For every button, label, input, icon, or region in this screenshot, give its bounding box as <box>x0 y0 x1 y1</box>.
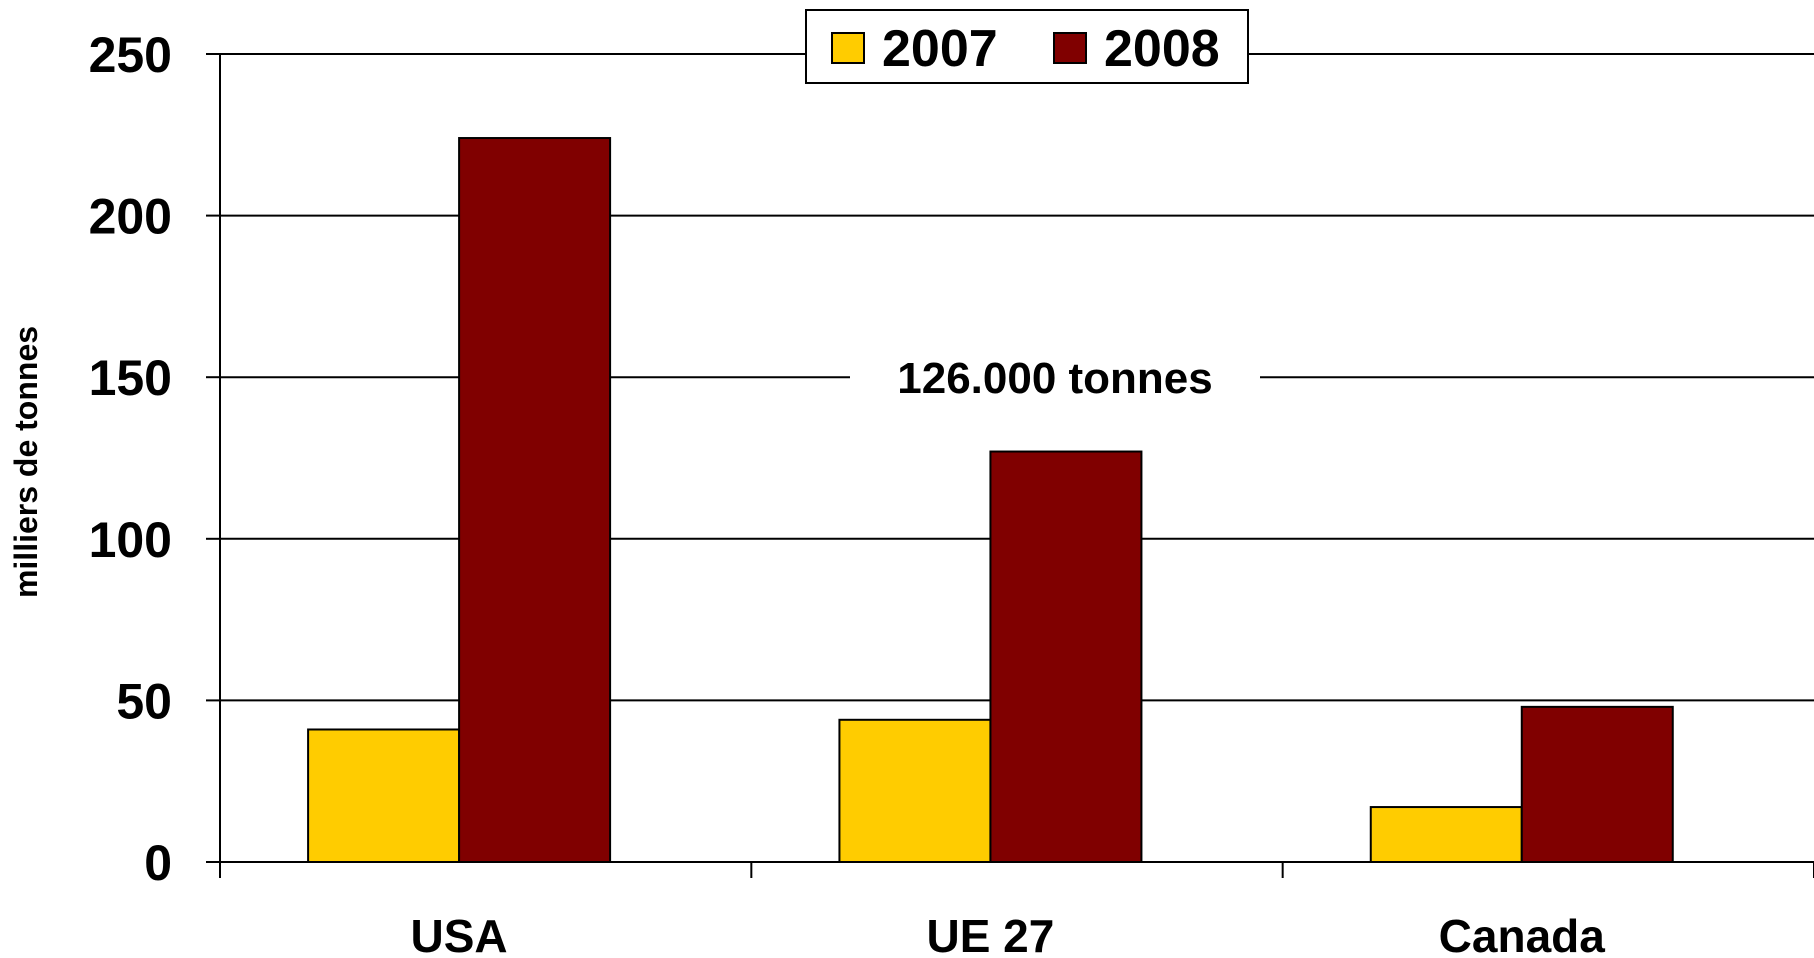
legend-swatch-2007 <box>831 32 865 64</box>
y-axis-label: milliers de tonnes <box>8 326 44 598</box>
x-category-label-ue-27: UE 27 <box>927 910 1055 958</box>
y-tick-label-100: 100 <box>89 512 172 568</box>
bar-usa-2008 <box>458 137 612 864</box>
annotation-background <box>850 345 1260 409</box>
bar-canada-2008 <box>1520 705 1674 864</box>
annotation-label: 126.000 tonnes <box>897 354 1213 403</box>
annotation: 126.000 tonnes <box>850 345 1260 409</box>
x-category-labels: USA UE 27 Canada <box>411 910 1606 958</box>
legend-label-2008: 2008 <box>1104 20 1220 78</box>
x-category-label-usa: USA <box>411 910 508 958</box>
bar-canada-2007 <box>1369 806 1523 864</box>
bars <box>307 137 1674 864</box>
y-tick-label-150: 150 <box>89 350 172 406</box>
y-tick-label-250: 250 <box>89 27 172 83</box>
bar-ue-27-2007 <box>838 718 992 863</box>
bar-ue-27-2008 <box>989 450 1143 863</box>
axes <box>219 54 1814 878</box>
y-tick-label-0: 0 <box>144 835 172 891</box>
y-tick-label-50: 50 <box>116 673 172 729</box>
legend-box <box>805 9 1249 84</box>
y-tick-label-200: 200 <box>89 189 172 245</box>
legend-label-2007: 2007 <box>882 20 998 78</box>
legend: 2007 2008 <box>805 9 1249 84</box>
y-tick-labels: 0 50 100 150 200 250 <box>89 27 172 891</box>
legend-swatch-2008 <box>1053 32 1087 64</box>
bar-usa-2007 <box>307 728 461 863</box>
x-category-label-canada: Canada <box>1439 910 1606 958</box>
